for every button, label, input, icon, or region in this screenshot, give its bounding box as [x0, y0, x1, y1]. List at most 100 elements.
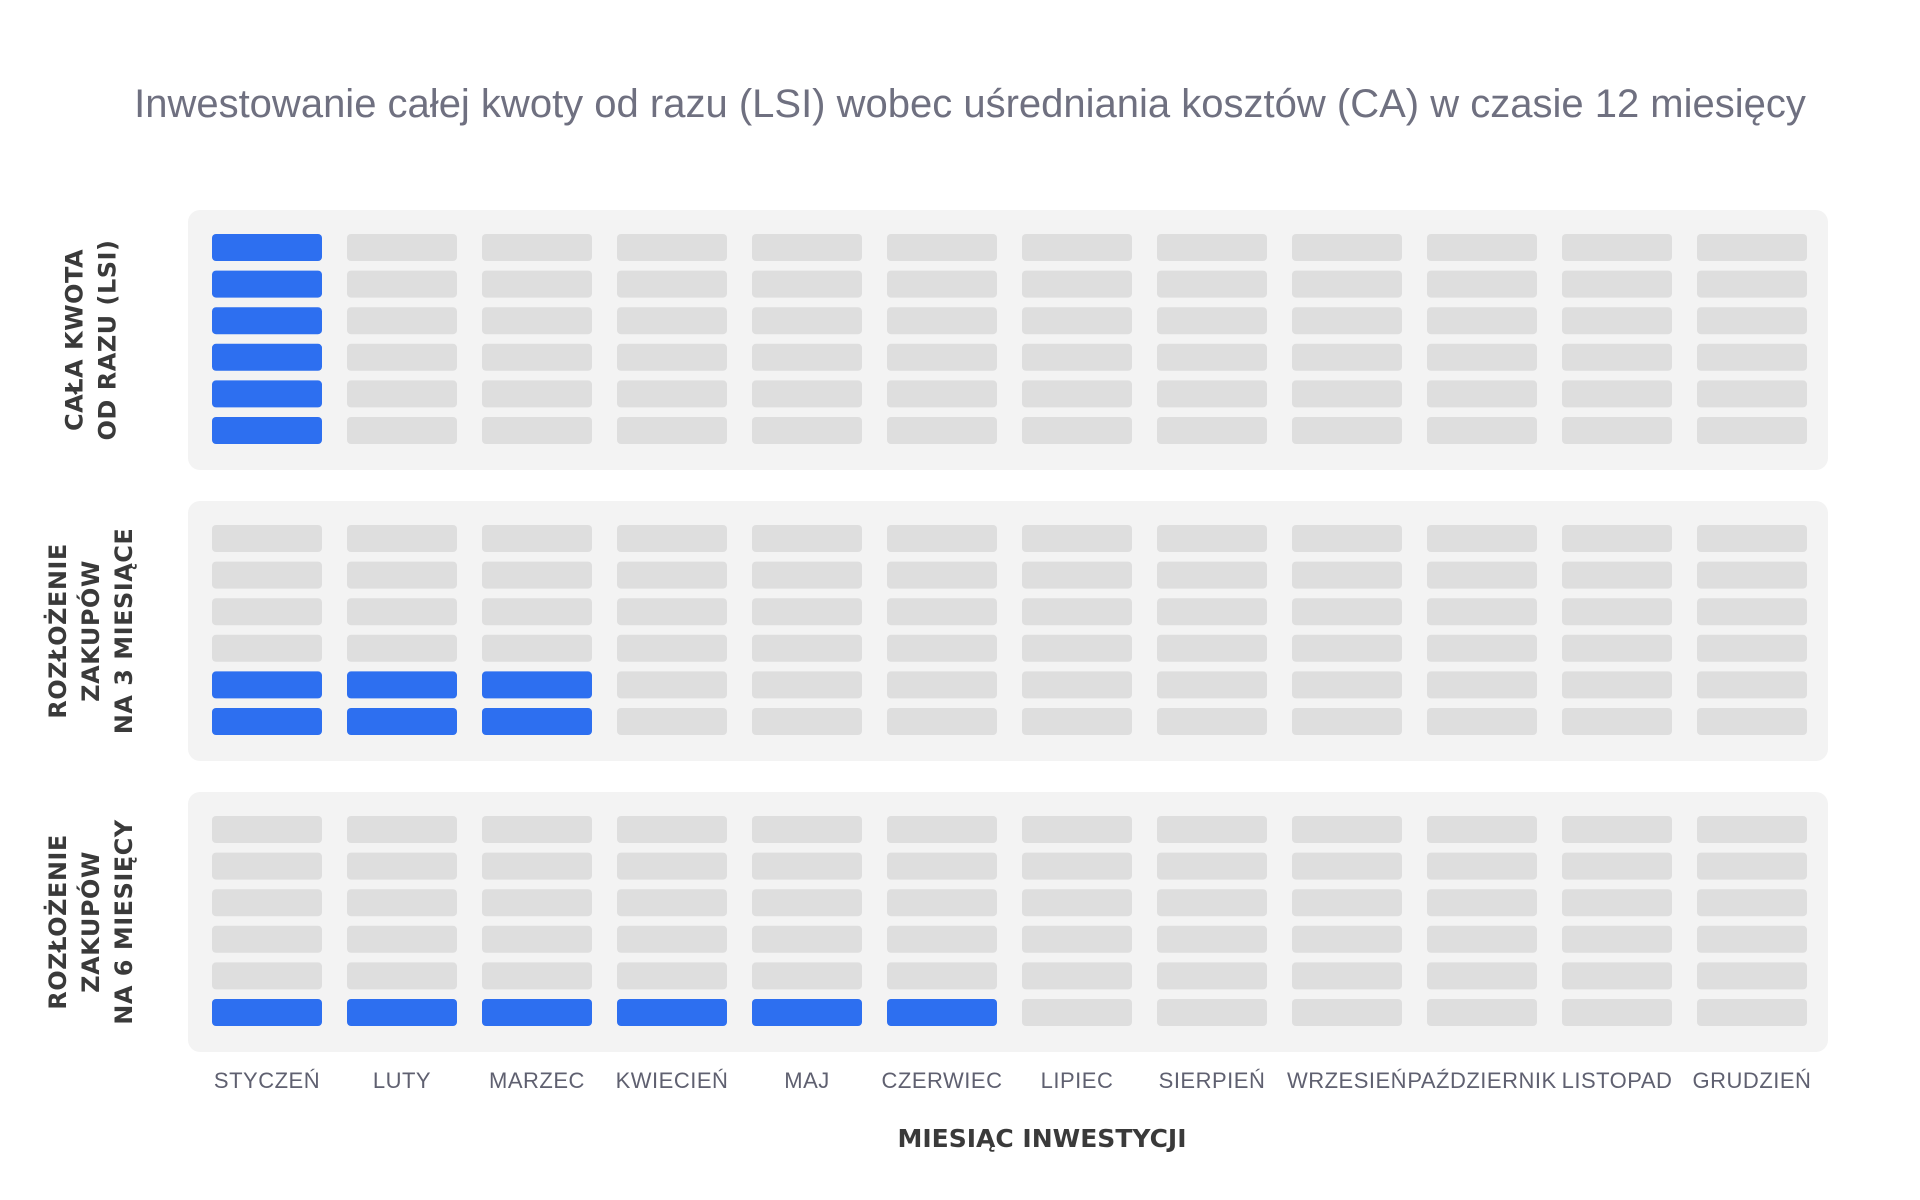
cell-empty — [752, 270, 862, 298]
month-label: WRZESIEŃ — [1287, 1068, 1407, 1093]
cell-empty — [347, 889, 457, 917]
cell-empty — [482, 852, 592, 880]
cell-empty — [1427, 999, 1537, 1026]
cell-empty — [1022, 417, 1132, 444]
cell-empty — [887, 270, 997, 298]
cell-empty — [1157, 889, 1267, 917]
cell-empty — [1022, 380, 1132, 408]
cell-empty — [1562, 380, 1672, 408]
cell-empty — [617, 708, 727, 735]
cell-empty — [347, 852, 457, 880]
row-label-line: ROZŁOŻENIE — [43, 834, 72, 1009]
cell-empty — [1427, 708, 1537, 735]
cell-empty — [752, 380, 862, 408]
cell-empty — [1697, 708, 1807, 735]
cell-empty — [1562, 925, 1672, 953]
cell-empty — [1562, 634, 1672, 662]
cell-empty — [617, 525, 727, 552]
cell-empty — [1157, 852, 1267, 880]
cell-empty — [1022, 343, 1132, 371]
cell-empty — [1022, 634, 1132, 662]
cell-empty — [1697, 925, 1807, 953]
cell-empty — [1562, 270, 1672, 298]
cell-empty — [887, 816, 997, 843]
cell-empty — [347, 962, 457, 990]
cell-empty — [617, 852, 727, 880]
cell-empty — [752, 708, 862, 735]
cell-empty — [1697, 889, 1807, 917]
cell-empty — [1292, 380, 1402, 408]
cell-empty — [1292, 925, 1402, 953]
month-label: MARZEC — [489, 1068, 585, 1093]
cell-empty — [1022, 999, 1132, 1026]
cell-empty — [1427, 816, 1537, 843]
cell-empty — [1022, 889, 1132, 917]
month-label: LUTY — [373, 1068, 431, 1093]
month-label: SIERPIEŃ — [1159, 1068, 1266, 1093]
cell-empty — [1427, 671, 1537, 699]
cell-empty — [212, 525, 322, 552]
cell-empty — [347, 598, 457, 626]
cell-filled — [752, 999, 862, 1026]
row-label-1: CAŁA KWOTA OD RAZU (LSI) — [61, 240, 122, 441]
cell-empty — [1562, 561, 1672, 589]
row-label-3: ROZŁOŻENIE ZAKUPÓW NA 6 MIESIĘCY — [43, 819, 138, 1025]
cell-empty — [1157, 634, 1267, 662]
cell-empty — [1292, 889, 1402, 917]
cell-filled — [482, 708, 592, 735]
cell-filled — [482, 671, 592, 699]
cell-empty — [212, 634, 322, 662]
cell-empty — [752, 417, 862, 444]
cell-empty — [1292, 816, 1402, 843]
cell-empty — [347, 307, 457, 335]
cell-filled — [617, 999, 727, 1026]
cell-empty — [752, 634, 862, 662]
cell-empty — [887, 925, 997, 953]
cell-filled — [212, 380, 322, 408]
cell-empty — [1292, 852, 1402, 880]
cell-empty — [1022, 234, 1132, 261]
cell-empty — [1427, 525, 1537, 552]
cell-empty — [1157, 417, 1267, 444]
cell-empty — [617, 816, 727, 843]
cell-empty — [1292, 307, 1402, 335]
cell-empty — [1562, 852, 1672, 880]
cell-empty — [1697, 417, 1807, 444]
cell-empty — [347, 234, 457, 261]
cell-empty — [482, 343, 592, 371]
cell-empty — [752, 671, 862, 699]
cell-empty — [1157, 671, 1267, 699]
cell-empty — [752, 598, 862, 626]
row-label-line: NA 3 MIESIĄCE — [110, 528, 138, 735]
cell-empty — [617, 561, 727, 589]
cell-empty — [1292, 343, 1402, 371]
cell-empty — [1697, 343, 1807, 371]
cell-empty — [887, 561, 997, 589]
cell-empty — [1427, 270, 1537, 298]
cell-empty — [1697, 852, 1807, 880]
cell-empty — [1292, 999, 1402, 1026]
month-label: LISTOPAD — [1562, 1068, 1673, 1093]
cell-empty — [212, 889, 322, 917]
cell-empty — [887, 307, 997, 335]
cell-empty — [482, 962, 592, 990]
cell-empty — [1697, 598, 1807, 626]
cell-empty — [482, 417, 592, 444]
cell-empty — [752, 889, 862, 917]
cell-empty — [752, 816, 862, 843]
cell-empty — [887, 889, 997, 917]
cell-empty — [1697, 634, 1807, 662]
cell-filled — [347, 708, 457, 735]
cell-empty — [1697, 962, 1807, 990]
cell-filled — [347, 671, 457, 699]
month-labels: STYCZEŃ LUTY MARZEC KWIECIEŃ MAJ CZERWIEC LIPI… — [214, 1068, 1811, 1093]
row-label-line: NA 6 MIESIĘCY — [110, 819, 138, 1025]
cell-empty — [1427, 962, 1537, 990]
cell-empty — [1697, 999, 1807, 1026]
cell-empty — [482, 561, 592, 589]
cell-empty — [752, 852, 862, 880]
row-label-line: ZAKUPÓW — [75, 560, 105, 702]
cell-empty — [1562, 343, 1672, 371]
cell-empty — [347, 525, 457, 552]
cell-empty — [887, 380, 997, 408]
